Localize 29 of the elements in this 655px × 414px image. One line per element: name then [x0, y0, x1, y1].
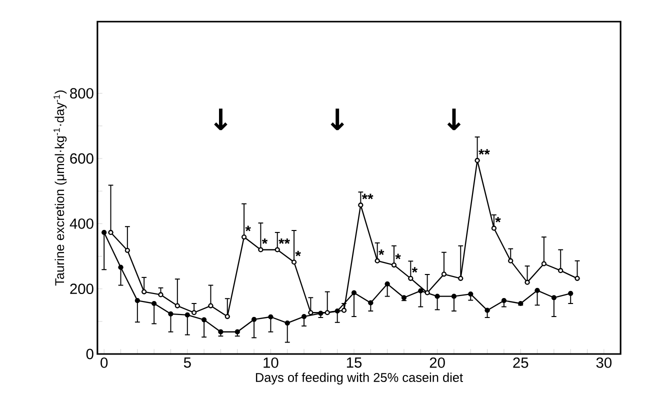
y-tick-label: 800 [70, 88, 94, 99]
y-axis-title: Taurine excretion (μmol·kg$^{-1}$·day$^{-1}$) [54, 90, 67, 286]
x-tick-label: 25 [513, 357, 528, 368]
x-tick-label: 0 [100, 357, 108, 368]
annotation: ↓ [214, 108, 228, 130]
point [334, 308, 340, 314]
annotation: * [395, 254, 401, 260]
x-tick-label: 5 [184, 357, 191, 368]
annotation: * [412, 267, 418, 273]
annotation: * [295, 250, 301, 256]
annotation: * [262, 238, 268, 244]
point [518, 300, 524, 306]
x-tick-label: 30 [596, 357, 612, 368]
y-tick-label: 400 [70, 218, 94, 229]
annotation: * [245, 226, 251, 232]
x-axis-title: Days of feeding with 25% casein diet [256, 372, 463, 385]
y-tick-label: 0 [86, 348, 94, 360]
annotation: ↓ [330, 108, 344, 130]
x-tick-label: 20 [430, 357, 445, 368]
annotation: * [378, 250, 384, 255]
x-tick-label: 10 [264, 357, 278, 368]
x-tick-label: 15 [346, 357, 362, 368]
annotation: * [495, 216, 501, 222]
y-tick-label: 200 [70, 284, 94, 294]
annotation: ** [478, 149, 490, 155]
y-tick-label: 600 [70, 153, 94, 164]
annotation: ** [278, 238, 290, 244]
annotation: ↓ [447, 108, 461, 130]
annotation: ** [362, 194, 374, 200]
